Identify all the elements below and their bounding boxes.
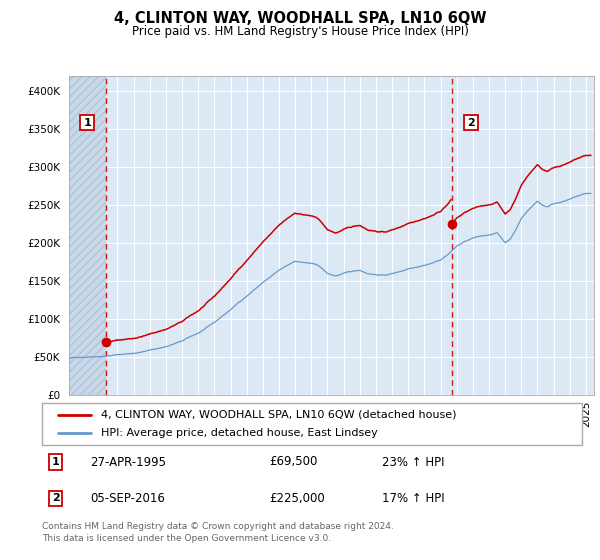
Text: 27-APR-1995: 27-APR-1995 (91, 455, 167, 469)
Text: 2: 2 (467, 118, 475, 128)
Text: 1: 1 (52, 457, 59, 467)
Text: 23% ↑ HPI: 23% ↑ HPI (382, 455, 445, 469)
Text: Contains HM Land Registry data © Crown copyright and database right 2024.
This d: Contains HM Land Registry data © Crown c… (42, 522, 394, 543)
Text: 4, CLINTON WAY, WOODHALL SPA, LN10 6QW (detached house): 4, CLINTON WAY, WOODHALL SPA, LN10 6QW (… (101, 410, 457, 420)
Text: 05-SEP-2016: 05-SEP-2016 (91, 492, 166, 505)
Text: 1: 1 (83, 118, 91, 128)
Text: 17% ↑ HPI: 17% ↑ HPI (382, 492, 445, 505)
FancyBboxPatch shape (42, 403, 582, 445)
Text: 2: 2 (52, 493, 59, 503)
Text: HPI: Average price, detached house, East Lindsey: HPI: Average price, detached house, East… (101, 428, 378, 438)
Bar (69, 76, 106, 395)
Text: Price paid vs. HM Land Registry's House Price Index (HPI): Price paid vs. HM Land Registry's House … (131, 25, 469, 38)
Text: 4, CLINTON WAY, WOODHALL SPA, LN10 6QW: 4, CLINTON WAY, WOODHALL SPA, LN10 6QW (114, 11, 486, 26)
Text: £225,000: £225,000 (269, 492, 325, 505)
Text: £69,500: £69,500 (269, 455, 317, 469)
